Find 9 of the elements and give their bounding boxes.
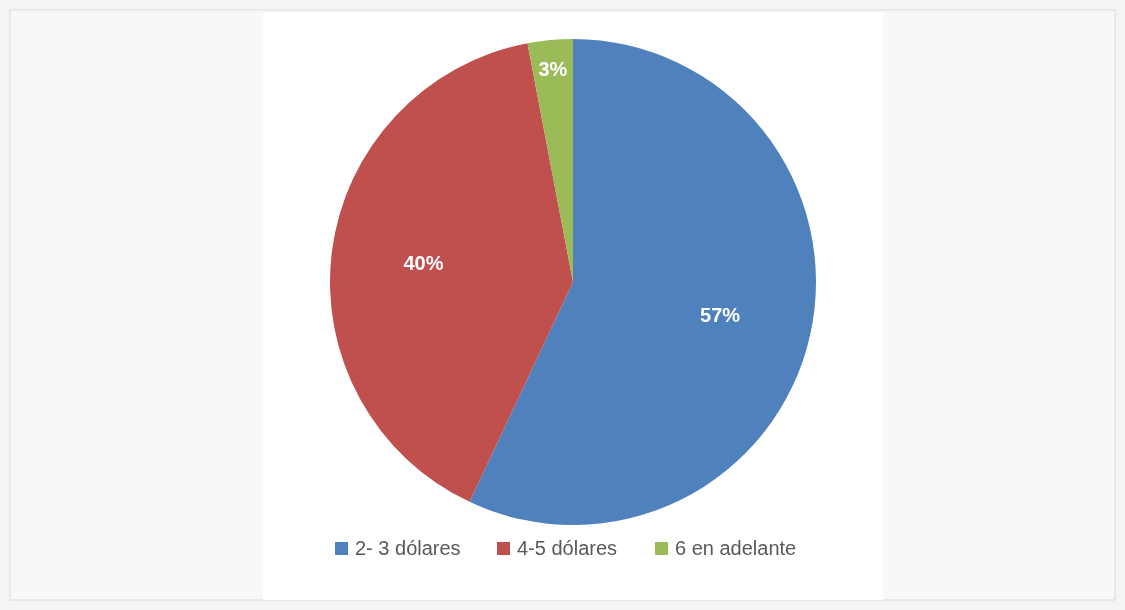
legend-label: 6 en adelante [675, 537, 797, 559]
data-label: 57% [700, 303, 741, 326]
legend-label: 4-5 dólares [517, 537, 618, 559]
pie-slice [527, 39, 573, 282]
legend-label: 2- 3 dólares [355, 537, 461, 559]
pie-slice [469, 39, 816, 525]
data-label: 40% [403, 252, 444, 275]
data-label: 3% [538, 58, 568, 81]
pie-slice [330, 43, 573, 502]
